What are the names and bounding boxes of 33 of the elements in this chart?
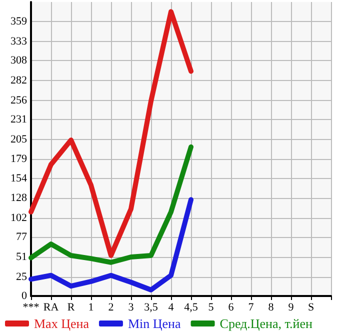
x-tick-label: 3,5 bbox=[144, 302, 158, 314]
y-tick-label: 333 bbox=[10, 35, 28, 48]
y-tick-label: 0 bbox=[22, 290, 28, 302]
y-tick-label: 282 bbox=[10, 74, 27, 86]
x-tick-label: *** bbox=[22, 302, 40, 314]
y-tick-label: 25 bbox=[16, 270, 28, 283]
x-tick-label: R bbox=[67, 302, 76, 314]
x-tick-label: 5 bbox=[208, 302, 214, 314]
x-tick-label: RA bbox=[43, 302, 59, 314]
x-tick-label: 6 bbox=[228, 302, 234, 314]
y-tick-label: 128 bbox=[10, 192, 28, 204]
x-tick-label: 4,5 bbox=[184, 302, 198, 314]
x-tick-label: 7 bbox=[248, 302, 254, 314]
y-tick-label: 179 bbox=[10, 153, 28, 166]
y-tick-label: 77 bbox=[16, 231, 28, 244]
x-tick-label: 8 bbox=[268, 302, 274, 314]
y-tick-label: 359 bbox=[10, 16, 28, 28]
x-tick-label: 4 bbox=[168, 302, 174, 314]
legend-label: Min Цена bbox=[128, 316, 181, 331]
y-tick-label: 205 bbox=[10, 133, 28, 146]
y-tick-label: 102 bbox=[10, 212, 27, 224]
x-tick-label: 2 bbox=[108, 302, 114, 314]
legend-label: Сред.Цена, т.йен bbox=[220, 316, 312, 331]
x-tick-label: 9 bbox=[288, 302, 294, 314]
y-tick-label: 231 bbox=[10, 113, 27, 126]
y-tick-label: 154 bbox=[10, 172, 28, 184]
x-tick-label: 3 bbox=[128, 302, 134, 314]
y-tick-label: 256 bbox=[10, 94, 28, 106]
x-tick-label: 1 bbox=[88, 302, 94, 314]
y-tick-label: 308 bbox=[10, 54, 28, 67]
x-tick-label: S bbox=[308, 302, 314, 314]
legend-label: Max Цена bbox=[34, 316, 90, 331]
y-tick-label: 51 bbox=[16, 251, 27, 264]
